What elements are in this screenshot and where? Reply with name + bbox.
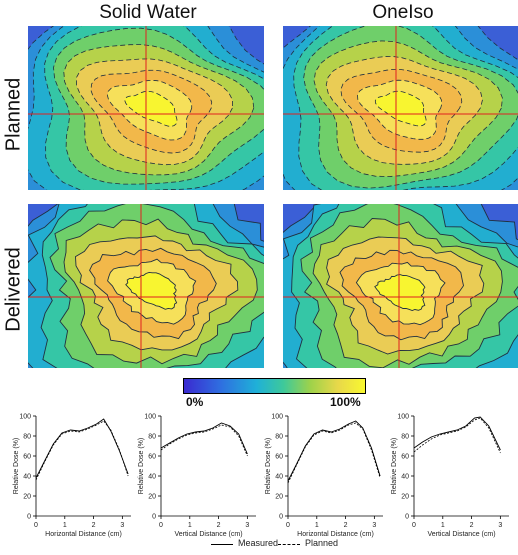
x-axis-label: Horizontal Distance (cm) xyxy=(45,531,122,538)
y-axis-label: Relative Dose (%) xyxy=(138,438,145,494)
axes xyxy=(287,416,383,517)
x-tick-label: 3 xyxy=(372,522,376,529)
row-title-delivered: Delivered xyxy=(2,247,25,332)
y-tick-label: 40 xyxy=(148,474,156,481)
y-tick-label: 80 xyxy=(148,434,156,441)
y-tick-label: 60 xyxy=(148,454,156,461)
y-tick-label: 0 xyxy=(405,514,409,521)
y-tick-label: 40 xyxy=(23,474,31,481)
axes xyxy=(413,416,509,517)
legend-planned-line xyxy=(278,544,300,545)
x-tick-label: 1 xyxy=(441,522,445,529)
y-tick-label: 20 xyxy=(401,494,409,501)
colorbar xyxy=(183,378,366,394)
x-axis-label: Vertical Distance (cm) xyxy=(427,531,495,538)
x-tick-label: 2 xyxy=(344,522,348,529)
legend-measured-line xyxy=(211,544,233,545)
dose-map-delivered-oneiso xyxy=(283,204,518,368)
y-tick-label: 20 xyxy=(23,494,31,501)
y-tick-label: 100 xyxy=(19,414,31,421)
colorbar-max-label: 100% xyxy=(330,395,361,409)
y-tick-label: 80 xyxy=(275,434,283,441)
x-tick-label: 2 xyxy=(470,522,474,529)
y-tick-label: 80 xyxy=(23,434,31,441)
y-tick-label: 80 xyxy=(401,434,409,441)
y-tick-label: 60 xyxy=(401,454,409,461)
dose-map-planned-solid-water xyxy=(28,26,264,190)
column-title-oneiso: OneIso xyxy=(372,2,434,23)
y-tick-label: 0 xyxy=(27,514,31,521)
x-axis-label: Vertical Distance (cm) xyxy=(174,531,242,538)
column-title-solid-water: Solid Water xyxy=(99,2,197,23)
measured-line xyxy=(413,416,501,451)
y-axis-label: Relative Dose (%) xyxy=(391,438,398,494)
y-tick-label: 20 xyxy=(148,494,156,501)
legend-measured-label: Measured xyxy=(238,538,279,548)
y-tick-label: 100 xyxy=(397,414,409,421)
dose-map-planned-oneiso xyxy=(283,26,518,190)
y-tick-label: 40 xyxy=(275,474,283,481)
x-tick-label: 1 xyxy=(63,522,67,529)
x-axis-label: Horizontal Distance (cm) xyxy=(297,531,374,538)
planned-line xyxy=(413,417,501,454)
measured-line xyxy=(35,418,129,479)
x-tick-label: 3 xyxy=(498,522,502,529)
x-tick-label: 2 xyxy=(92,522,96,529)
x-tick-label: 0 xyxy=(34,522,38,529)
x-tick-label: 0 xyxy=(412,522,416,529)
y-tick-label: 60 xyxy=(275,454,283,461)
x-tick-label: 1 xyxy=(315,522,319,529)
measured-line xyxy=(287,420,381,482)
y-axis-label: Relative Dose (%) xyxy=(265,438,272,494)
y-tick-label: 0 xyxy=(279,514,283,521)
legend-planned-label: Planned xyxy=(305,538,339,548)
y-tick-label: 0 xyxy=(152,514,156,521)
y-tick-label: 20 xyxy=(275,494,283,501)
y-tick-label: 100 xyxy=(271,414,283,421)
axes xyxy=(35,416,131,517)
x-tick-label: 2 xyxy=(217,522,221,529)
measured-line xyxy=(160,422,248,455)
x-tick-label: 3 xyxy=(120,522,124,529)
x-tick-label: 3 xyxy=(245,522,249,529)
x-tick-label: 1 xyxy=(188,522,192,529)
profile-chart-3: 0 20 40 60 80 100 0 1 2 3 Horizontal Distance (cm)… xyxy=(262,410,387,550)
profile-chart-4: 0 20 40 60 80 100 0 1 2 3 Vertical Distance (cm) Re… xyxy=(388,410,513,550)
x-tick-label: 0 xyxy=(286,522,290,529)
profile-chart-2: 0 20 40 60 80 100 0 1 2 3 Vertical Distance (cm) Re… xyxy=(135,410,260,550)
y-tick-label: 60 xyxy=(23,454,31,461)
axes xyxy=(160,416,256,517)
colorbar-min-label: 0% xyxy=(186,395,204,409)
x-tick-label: 0 xyxy=(159,522,163,529)
dose-map-delivered-solid-water xyxy=(28,204,264,368)
row-title-planned: Planned xyxy=(2,77,25,152)
y-tick-label: 100 xyxy=(144,414,156,421)
y-axis-label: Relative Dose (%) xyxy=(13,438,20,494)
y-tick-label: 40 xyxy=(401,474,409,481)
profile-chart-1: 0 20 40 60 80 100 0 1 2 3 Horizontal Distance (cm)… xyxy=(10,410,135,550)
